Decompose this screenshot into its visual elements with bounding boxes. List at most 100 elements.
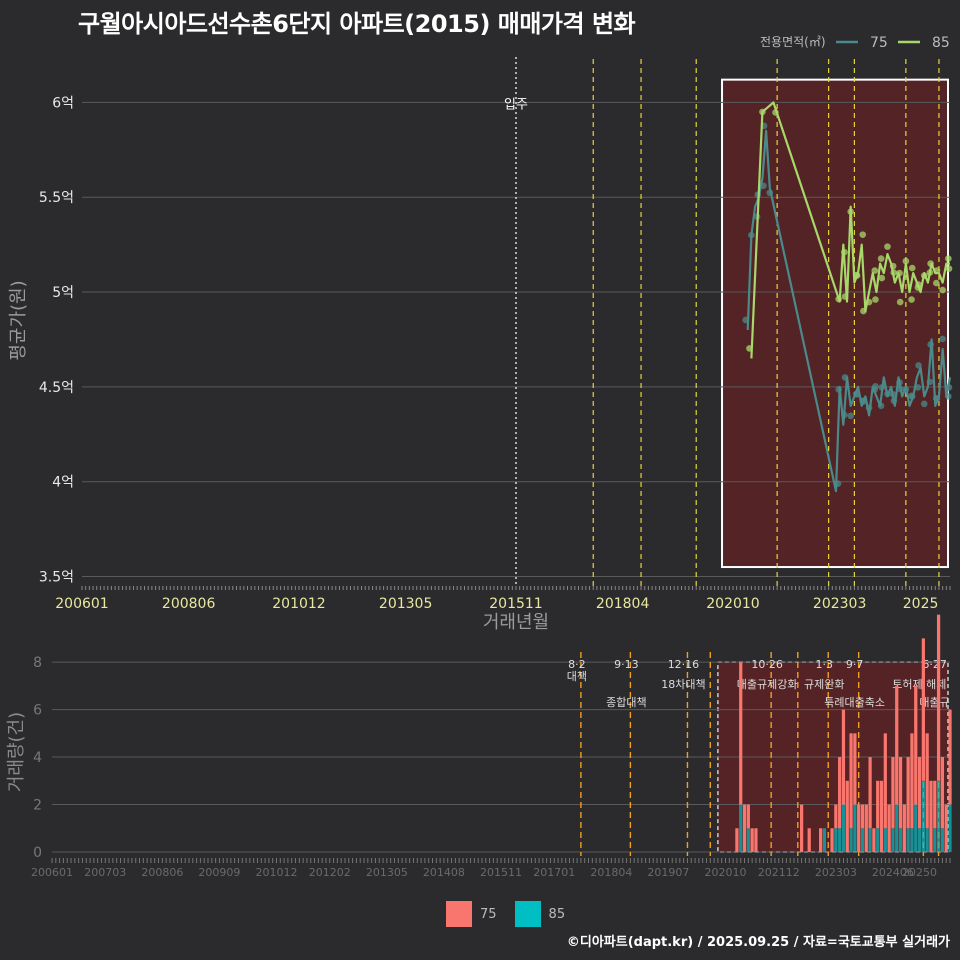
- bar-75: [948, 709, 952, 805]
- bar-y-tick-label: 6: [33, 703, 42, 719]
- bar-75: [891, 757, 895, 829]
- bar-75: [799, 804, 804, 852]
- bar-75: [879, 780, 884, 852]
- bar-x-tick-label: 201305: [366, 866, 408, 879]
- bar-75: [807, 828, 811, 852]
- bar-x-tick-label: 20250: [902, 866, 937, 879]
- scatter-point-85: [878, 274, 886, 282]
- bar-y-tick-label: 0: [33, 845, 42, 861]
- bar-85: [895, 804, 899, 852]
- bar-x-tick-label: 202112: [758, 866, 800, 879]
- bar-x-tick-label: 201511: [480, 866, 522, 879]
- scatter-point-75: [939, 335, 946, 343]
- bar-85: [936, 780, 941, 852]
- y-tick-label: 5.5억: [39, 190, 74, 206]
- x-tick-label: 202010: [706, 596, 759, 612]
- bar-85: [925, 828, 929, 852]
- highlight-box: [721, 78, 949, 569]
- bar-x-tick-label: 201202: [309, 866, 351, 879]
- bar-75: [921, 638, 925, 781]
- bar-85: [914, 804, 918, 852]
- bar-85: [933, 828, 937, 852]
- bar-75: [898, 757, 903, 829]
- scatter-point-85: [932, 279, 940, 287]
- x-tick-label: 200601: [55, 596, 108, 612]
- event-date: 10·26: [751, 658, 783, 671]
- bar-x-tick-label: 202406: [872, 866, 914, 879]
- bar-85: [906, 828, 910, 852]
- legend-title: 전용면적(㎡): [760, 35, 826, 49]
- event-label: 규제완화: [804, 678, 844, 691]
- bar-85: [739, 804, 743, 852]
- bar-75: [902, 804, 906, 852]
- bar-75: [834, 804, 838, 829]
- bar-y-tick-label: 8: [33, 655, 42, 671]
- legend-entry-85: 85: [932, 35, 950, 51]
- event-label: 특례대출축소: [824, 696, 885, 709]
- event-date: 9·7: [846, 658, 864, 671]
- bar-75: [944, 804, 948, 852]
- event-date: 1·3: [815, 658, 833, 671]
- bar-75: [929, 780, 933, 852]
- scatter-point-85: [896, 298, 904, 306]
- bar-75: [868, 757, 872, 829]
- scatter-point-85: [908, 264, 916, 272]
- legend-swatch-75: [446, 901, 472, 927]
- bar-x-tick-label: 201804: [590, 866, 632, 879]
- bar-85: [940, 828, 945, 852]
- bar-75: [830, 828, 834, 852]
- bar-75: [860, 804, 865, 829]
- bar-75: [845, 780, 849, 852]
- bar-75: [906, 757, 910, 829]
- bar-x-tick-label: 202303: [815, 866, 857, 879]
- bar-85: [746, 828, 750, 852]
- bar-85: [838, 828, 842, 852]
- bar-85: [822, 828, 827, 852]
- event-date: 9·13: [614, 658, 639, 671]
- bar-85: [910, 828, 914, 852]
- event-date: 6·27: [922, 658, 947, 671]
- series-line-85: [750, 101, 950, 359]
- bar-85: [948, 804, 952, 852]
- bar-y-tick-label: 4: [33, 750, 42, 766]
- bar-75: [853, 733, 857, 805]
- bar-85: [883, 828, 887, 852]
- scatter-point-85: [908, 296, 915, 303]
- scatter-point-85: [902, 257, 910, 265]
- event-label: 종합대책: [606, 696, 646, 709]
- bar-85: [868, 828, 872, 852]
- bar-x-tick-label: 201408: [423, 866, 465, 879]
- scatter-point-75: [847, 412, 854, 420]
- bar-75: [933, 780, 937, 829]
- bar-75: [887, 804, 891, 852]
- x-tick-label: 201511: [489, 596, 542, 612]
- bar-85: [891, 828, 895, 852]
- bar-85: [841, 804, 846, 852]
- bar-x-tick-label: 201012: [256, 866, 298, 879]
- scatter-point-85: [939, 286, 946, 294]
- bar-75: [940, 757, 945, 829]
- legend-entry-75: 75: [870, 35, 888, 51]
- event-label: 대책: [567, 670, 587, 683]
- scatter-point-75: [920, 400, 928, 408]
- scatter-point-85: [945, 255, 952, 262]
- bar-75: [735, 828, 739, 852]
- page-title: 구월아시아드선수촌6단지 아파트(2015) 매매가격 변화: [78, 10, 636, 38]
- bar-85: [917, 828, 922, 852]
- bottom-legend: 75 85: [446, 901, 575, 927]
- bar-85: [834, 828, 838, 852]
- x-tick-label: 200806: [162, 596, 216, 612]
- event-date: 8·2: [568, 658, 586, 671]
- bar-75: [742, 804, 747, 852]
- x-tick-label: 202303: [813, 596, 866, 612]
- bar-x-tick-label: 200601: [31, 866, 73, 879]
- bar-85: [853, 804, 857, 852]
- event-label: 대출규제강화: [737, 678, 798, 691]
- bar-75: [841, 709, 846, 805]
- event-label: 대출규: [919, 696, 949, 709]
- scatter-point-85: [859, 231, 867, 238]
- bar-85: [898, 828, 903, 852]
- bar-85: [860, 828, 865, 852]
- y-tick-label: 5억: [52, 285, 74, 301]
- movein-label: 입주: [504, 97, 528, 112]
